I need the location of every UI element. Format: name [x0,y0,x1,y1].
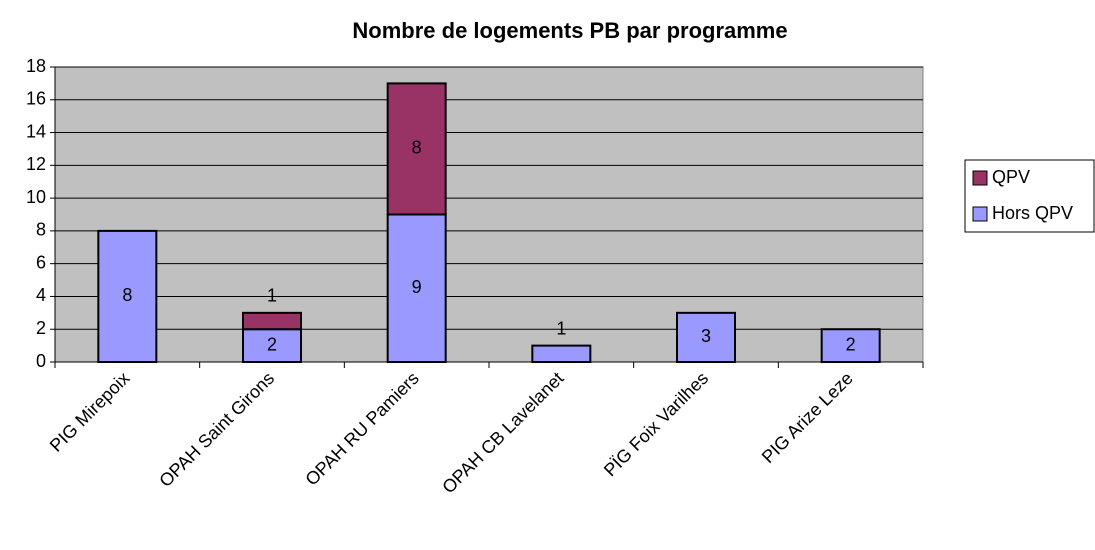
data-label: 8 [412,138,422,158]
y-tick-label: 2 [36,318,46,338]
y-tick-label: 14 [26,121,46,141]
y-tick-label: 0 [36,351,46,371]
bar-segment [97,229,158,363]
y-tick-label: 18 [26,56,46,76]
bar-segment [386,213,447,363]
bar-segment [676,311,736,364]
x-tick-label: OPAH Saint Girons [155,368,278,491]
bar-segment [531,344,592,364]
legend-label: Hors QPV [992,203,1073,223]
y-tick-label: 4 [36,285,46,305]
x-tick-label: PÏG Foix Varilhes [600,368,712,480]
data-label: 1 [556,318,566,338]
legend-swatch [972,170,988,186]
legend-label: QPV [992,167,1030,187]
data-label: 2 [267,334,277,354]
y-tick-label: 16 [26,89,46,109]
data-label: 3 [701,326,711,346]
x-tick-label: OPAH CB Lavelanet [438,368,567,497]
data-label: 8 [122,285,132,305]
data-label: 2 [846,334,856,354]
x-tick-label: PIG Mirepoix [46,368,134,456]
bar-segment [820,328,881,364]
data-label: 9 [412,277,422,297]
y-tick-label: 10 [26,187,46,207]
bar-segment [386,82,447,216]
plot-area [54,66,924,363]
data-label: 1 [267,286,277,306]
x-tick-label: OPAH RU Pamiers [301,368,422,489]
bar-segment [242,311,302,331]
x-tick-label: PIG Arize Leze [758,368,857,467]
chart-title: Nombre de logements PB par programme [352,18,787,43]
y-tick-label: 12 [26,154,46,174]
legend-swatch [972,206,988,222]
y-tick-label: 6 [36,252,46,272]
y-tick-label: 8 [36,220,46,240]
